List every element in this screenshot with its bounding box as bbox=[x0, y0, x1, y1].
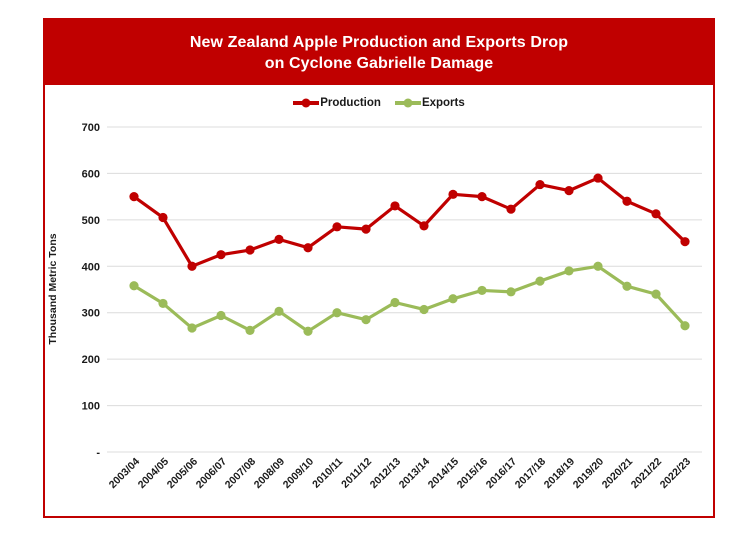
legend-label-exports: Exports bbox=[421, 97, 465, 109]
x-tick-label: 2020/21 bbox=[600, 456, 635, 491]
production-point bbox=[651, 209, 661, 219]
x-tick-label: 2006/07 bbox=[194, 456, 229, 491]
production-point bbox=[390, 201, 400, 211]
production-point bbox=[535, 179, 545, 190]
exports-point bbox=[245, 325, 255, 335]
exports-point bbox=[216, 310, 226, 321]
exports-point bbox=[332, 308, 342, 318]
chart-card: New Zealand Apple Production and Exports… bbox=[43, 18, 715, 518]
production-point bbox=[680, 237, 690, 247]
y-tick-label: 500 bbox=[82, 215, 100, 227]
production-point bbox=[593, 173, 603, 183]
x-tick-label: 2003/04 bbox=[107, 456, 142, 491]
production-point bbox=[245, 245, 255, 255]
exports-point bbox=[274, 306, 284, 316]
exports-point bbox=[564, 266, 574, 276]
production-point bbox=[129, 192, 139, 202]
exports-point bbox=[129, 281, 139, 291]
production-point bbox=[477, 192, 487, 202]
y-tick-label: 400 bbox=[82, 261, 100, 273]
y-tick-label: 100 bbox=[82, 401, 100, 413]
x-tick-label: 2005/06 bbox=[165, 456, 200, 491]
x-tick-label: 2012/13 bbox=[368, 456, 403, 491]
production-point bbox=[361, 224, 371, 234]
chart-plot: 700 600 500 400 300 200 100 -2003/042004/052005… bbox=[82, 122, 702, 491]
exports-point bbox=[593, 261, 603, 271]
x-tick-label: 2007/08 bbox=[223, 456, 258, 491]
production-point bbox=[622, 196, 632, 206]
x-tick-label: 2010/11 bbox=[310, 456, 345, 491]
exports-point bbox=[477, 285, 487, 296]
y-tick-label: 600 bbox=[82, 168, 100, 180]
production-point bbox=[332, 222, 342, 232]
production-point bbox=[303, 243, 313, 253]
production-point bbox=[216, 250, 226, 260]
y-tick-label: 700 bbox=[82, 122, 100, 134]
legend-item-production: Production bbox=[293, 97, 381, 109]
chart-title-line2: on Cyclone Gabrielle Damage bbox=[264, 54, 494, 72]
production-point bbox=[158, 212, 168, 223]
exports-point bbox=[419, 304, 429, 315]
x-tick-label: 2014/15 bbox=[426, 456, 461, 491]
exports-line bbox=[132, 264, 687, 333]
x-tick-label: 2004/05 bbox=[136, 456, 171, 491]
y-tick-label: 200 bbox=[82, 354, 100, 366]
exports-point bbox=[187, 323, 197, 333]
production-point bbox=[274, 234, 284, 244]
production-point bbox=[419, 221, 429, 231]
exports-point bbox=[535, 276, 545, 286]
y-tick-label: 300 bbox=[82, 308, 100, 320]
exports-point bbox=[680, 321, 690, 331]
x-tick-label: 2019/20 bbox=[571, 456, 606, 491]
x-tick-label: 2018/19 bbox=[542, 456, 577, 491]
chart-legend: Production Exports bbox=[45, 95, 713, 111]
production-point bbox=[187, 261, 197, 271]
x-tick-label: 2009/10 bbox=[281, 456, 316, 491]
x-tick-label: 2008/09 bbox=[252, 456, 287, 491]
legend-label-production: Production bbox=[320, 97, 381, 109]
exports-point bbox=[506, 287, 516, 297]
chart-title-line1: New Zealand Apple Production and Exports… bbox=[189, 33, 569, 51]
production-line-marker-icon bbox=[293, 101, 320, 105]
exports-point bbox=[448, 294, 458, 304]
production-point bbox=[448, 189, 458, 199]
x-tick-label: 2016/17 bbox=[484, 456, 519, 491]
chart-area: Production Exports Thousand Metric Tons … bbox=[45, 85, 713, 516]
exports-point bbox=[158, 298, 168, 309]
exports-point bbox=[303, 326, 313, 336]
x-tick-label: 2015/16 bbox=[455, 456, 490, 491]
production-line bbox=[132, 176, 687, 268]
legend-item-exports: Exports bbox=[394, 97, 465, 109]
production-point bbox=[506, 204, 516, 214]
x-tick-label: 2011/12 bbox=[339, 456, 374, 491]
production-point bbox=[564, 186, 574, 196]
x-tick-label: 2013/14 bbox=[397, 456, 432, 491]
y-tick-label: - bbox=[96, 447, 100, 459]
exports-point bbox=[622, 281, 632, 291]
x-tick-label: 2017/18 bbox=[513, 456, 548, 491]
x-tick-label: 2022/23 bbox=[658, 456, 693, 491]
x-tick-label: 2021/22 bbox=[629, 456, 664, 491]
exports-point bbox=[361, 315, 371, 325]
chart-title-banner: New Zealand Apple Production and Exports… bbox=[45, 20, 713, 85]
exports-point bbox=[390, 297, 400, 308]
exports-point bbox=[651, 289, 661, 299]
exports-line-marker-icon bbox=[394, 101, 421, 105]
